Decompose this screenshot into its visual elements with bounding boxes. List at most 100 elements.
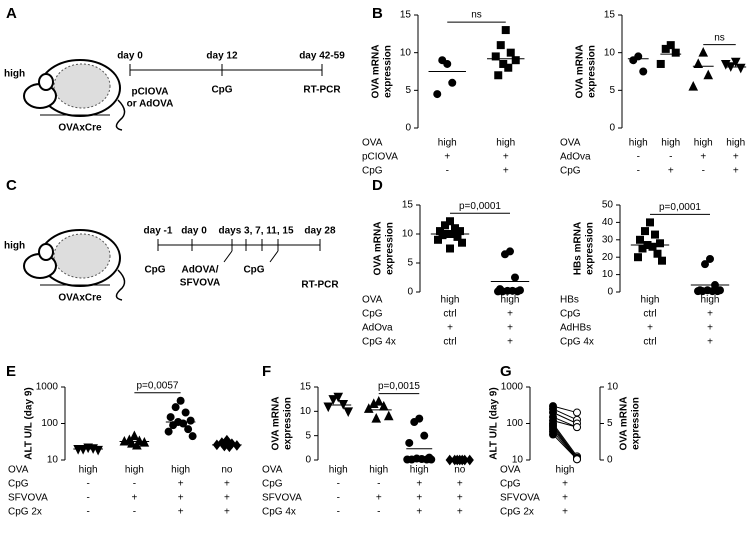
panel-letter: B [372, 5, 383, 22]
data-point [506, 48, 515, 57]
data-point [458, 454, 467, 466]
data-point [496, 41, 505, 50]
panel-letter: A [6, 5, 17, 22]
pair-connector [552, 420, 578, 428]
y-tick-label: 5 [405, 85, 411, 96]
table-cell: - [702, 166, 705, 177]
data-point [651, 230, 659, 239]
table-cell: high [641, 295, 660, 306]
data-point [405, 438, 414, 447]
event: CpG [243, 265, 264, 276]
table-row-label: OVA [8, 465, 29, 476]
event: CpG [211, 85, 232, 96]
y-tick-label: 10 [607, 382, 619, 393]
data-point [438, 231, 447, 240]
data-point [511, 273, 519, 282]
y-tick-label: 0 [607, 287, 613, 298]
data-point [448, 78, 457, 87]
data-point [629, 56, 638, 65]
y-tick-label: 5 [609, 85, 615, 96]
data-point [323, 402, 334, 413]
table-row-label: CpG [500, 479, 521, 490]
timepoint: day 28 [304, 226, 336, 237]
table-cell: + [507, 309, 513, 320]
table-row-label: pCIOVA [362, 152, 398, 163]
table-cell: + [457, 507, 463, 518]
data-point [232, 440, 242, 451]
pair-connector [552, 405, 578, 414]
event: or AdOVA [127, 99, 174, 110]
data-point [93, 445, 103, 456]
table-cell: - [133, 507, 136, 518]
table-cell: + [224, 479, 230, 490]
panel-letter: F [262, 363, 271, 380]
table-cell: high [369, 465, 388, 476]
y-tick-label: 20 [602, 252, 614, 263]
table-row-label: CpG [362, 166, 383, 177]
table-cell: - [86, 493, 89, 504]
table-cell: + [131, 493, 137, 504]
data-point [453, 232, 462, 241]
table-cell: + [416, 507, 422, 518]
data-point [701, 260, 709, 269]
data-point [703, 69, 714, 80]
table-row-label: HBs [560, 295, 579, 306]
data-point [713, 287, 722, 296]
table-cell: high [329, 465, 348, 476]
timepoint: day -1 [144, 226, 173, 237]
table-cell: + [700, 152, 706, 163]
table-row-label: OVA [362, 138, 383, 149]
y-tick-label: 10 [300, 406, 312, 417]
data-point [491, 52, 500, 61]
data-point [573, 455, 581, 464]
data-point [501, 250, 509, 259]
y-tick-label: 15 [400, 10, 412, 21]
timepoint: day 42-59 [299, 51, 345, 62]
pair-connector [552, 428, 578, 459]
data-point [164, 427, 173, 436]
data-point [171, 403, 180, 412]
table-row-label: SFVOVA [500, 493, 540, 504]
table-cell: + [562, 479, 568, 490]
table-row-label: CpG [262, 479, 283, 490]
y-axis-label: expression [383, 45, 394, 98]
data-point [383, 410, 394, 421]
table-row-label: CpG 2x [8, 507, 42, 518]
data-point [410, 418, 419, 427]
data-point [368, 398, 379, 409]
table-cell: high [79, 465, 98, 476]
panel-letter: E [6, 363, 16, 380]
table-row-label: OVA [262, 465, 283, 476]
table-cell: + [562, 507, 568, 518]
mouse-label: OVAxCre [58, 123, 102, 134]
table-row-label: OVA [500, 465, 521, 476]
table-cell: - [337, 493, 340, 504]
mouse-icon [23, 59, 126, 131]
y-axis-label: ALT U/L (day 9) [24, 387, 35, 459]
data-point [127, 438, 137, 448]
table-row-label: CpG 4x [560, 337, 594, 348]
event: RT-PCR [303, 85, 341, 96]
table-cell: + [224, 507, 230, 518]
table-cell: + [507, 323, 513, 334]
table-cell: + [447, 323, 453, 334]
table-row-label: CpG [560, 166, 581, 177]
y-tick-label: 100 [41, 418, 58, 429]
data-point [671, 48, 680, 57]
data-point [656, 59, 665, 68]
data-point [504, 63, 513, 72]
table-cell: high [496, 138, 515, 149]
data-point [511, 56, 520, 65]
data-point [166, 413, 175, 422]
y-tick-label: 10 [512, 455, 524, 466]
data-point [438, 56, 447, 65]
group-label: high [4, 69, 25, 80]
table-cell: high [438, 138, 457, 149]
data-point [730, 57, 741, 68]
data-point [373, 395, 384, 406]
table-cell: + [503, 166, 509, 177]
y-axis-label: ALT U/L (day 9) [489, 387, 500, 459]
table-row-label: CpG 2x [500, 507, 534, 518]
y-axis-label: OVA mRNA [619, 397, 630, 451]
